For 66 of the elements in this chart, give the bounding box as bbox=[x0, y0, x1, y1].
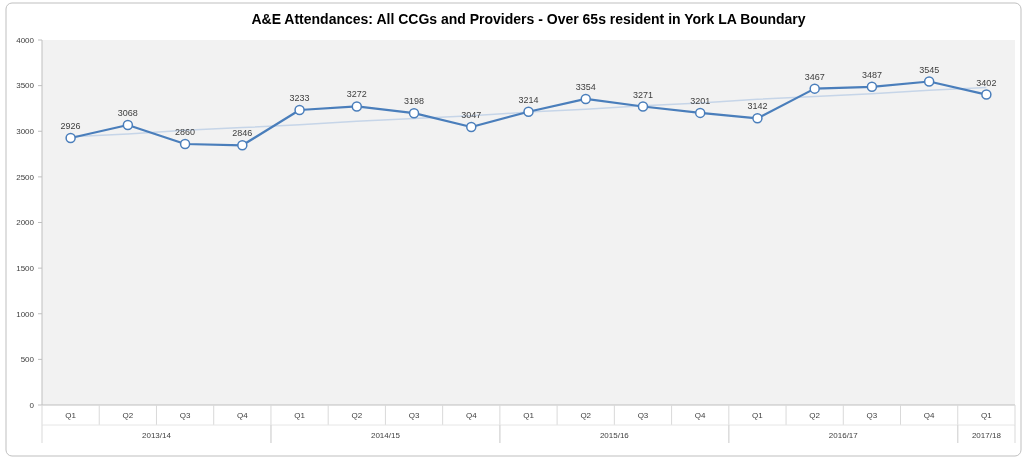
y-tick-label: 1500 bbox=[16, 263, 35, 273]
x-tick-label: Q2 bbox=[580, 411, 592, 420]
y-tick-label: 2500 bbox=[16, 172, 35, 182]
data-label: 2860 bbox=[175, 127, 196, 138]
data-label: 3201 bbox=[690, 95, 711, 106]
y-tick-label: 500 bbox=[20, 355, 35, 365]
data-label: 3068 bbox=[117, 108, 138, 119]
point bbox=[294, 104, 305, 116]
data-label: 3487 bbox=[861, 69, 882, 80]
x-tick-label: Q1 bbox=[523, 411, 535, 420]
data-label: 3272 bbox=[346, 89, 367, 100]
data-label: 3467 bbox=[804, 71, 825, 82]
data-label: 2846 bbox=[232, 128, 253, 139]
point bbox=[408, 107, 420, 119]
point bbox=[752, 113, 763, 124]
point bbox=[580, 93, 591, 105]
point bbox=[923, 76, 935, 87]
data-label: 3214 bbox=[518, 94, 539, 105]
data-label: 3047 bbox=[461, 109, 482, 120]
y-tick-label: 3500 bbox=[16, 81, 35, 91]
point bbox=[809, 83, 820, 94]
point bbox=[237, 140, 248, 151]
text: 2014/15 bbox=[370, 431, 401, 440]
x-tick-label: Q1 bbox=[65, 411, 77, 420]
x-tick-label: Q4 bbox=[465, 411, 478, 420]
x-tick-label: Q3 bbox=[179, 411, 191, 420]
point bbox=[637, 101, 649, 112]
x-tick-label: Q3 bbox=[637, 411, 649, 420]
point bbox=[694, 107, 706, 119]
y-tick-label: 0 bbox=[29, 400, 35, 410]
y-tick-label: 2000 bbox=[16, 218, 35, 228]
point bbox=[523, 106, 534, 117]
point bbox=[466, 121, 477, 133]
data-label: 3354 bbox=[575, 81, 596, 92]
point bbox=[122, 119, 134, 131]
text: 2013/14 bbox=[142, 431, 172, 440]
data-label: 3545 bbox=[919, 64, 940, 75]
x-tick-label: Q1 bbox=[752, 411, 764, 420]
y-tick-label: 4000 bbox=[16, 35, 35, 45]
data-label: 3142 bbox=[747, 101, 768, 112]
point bbox=[981, 89, 992, 100]
text: 2015/16 bbox=[599, 431, 630, 440]
x-tick-label: Q3 bbox=[408, 411, 420, 420]
text: 2017/18 bbox=[971, 431, 1002, 440]
x-tick-label: Q2 bbox=[809, 411, 821, 420]
x-tick-label: Q1 bbox=[294, 411, 306, 420]
data-label: 3233 bbox=[289, 92, 310, 103]
point bbox=[351, 101, 363, 112]
x-tick-label: Q2 bbox=[122, 411, 134, 420]
x-tick-label: Q4 bbox=[236, 411, 249, 420]
point bbox=[866, 81, 878, 93]
chart-title: A&E Attendances: All CCGs and Providers - Over 65s resident in York LA Boundary bbox=[251, 11, 806, 27]
text: 2016/17 bbox=[828, 431, 859, 440]
x-tick-label: Q1 bbox=[981, 411, 993, 420]
x-tick-label: Q4 bbox=[923, 411, 936, 420]
x-tick-label: Q2 bbox=[351, 411, 363, 420]
point bbox=[65, 132, 76, 144]
data-label: 3198 bbox=[404, 96, 425, 107]
x-tick-label: Q4 bbox=[694, 411, 707, 420]
data-label: 2926 bbox=[60, 121, 81, 131]
data-label: 3271 bbox=[632, 89, 653, 100]
y-tick-label: 1000 bbox=[16, 309, 35, 319]
x-tick-label: Q3 bbox=[866, 411, 878, 420]
data-label: 3402 bbox=[976, 77, 997, 88]
y-tick-label: 3000 bbox=[16, 127, 35, 137]
point bbox=[179, 138, 191, 150]
